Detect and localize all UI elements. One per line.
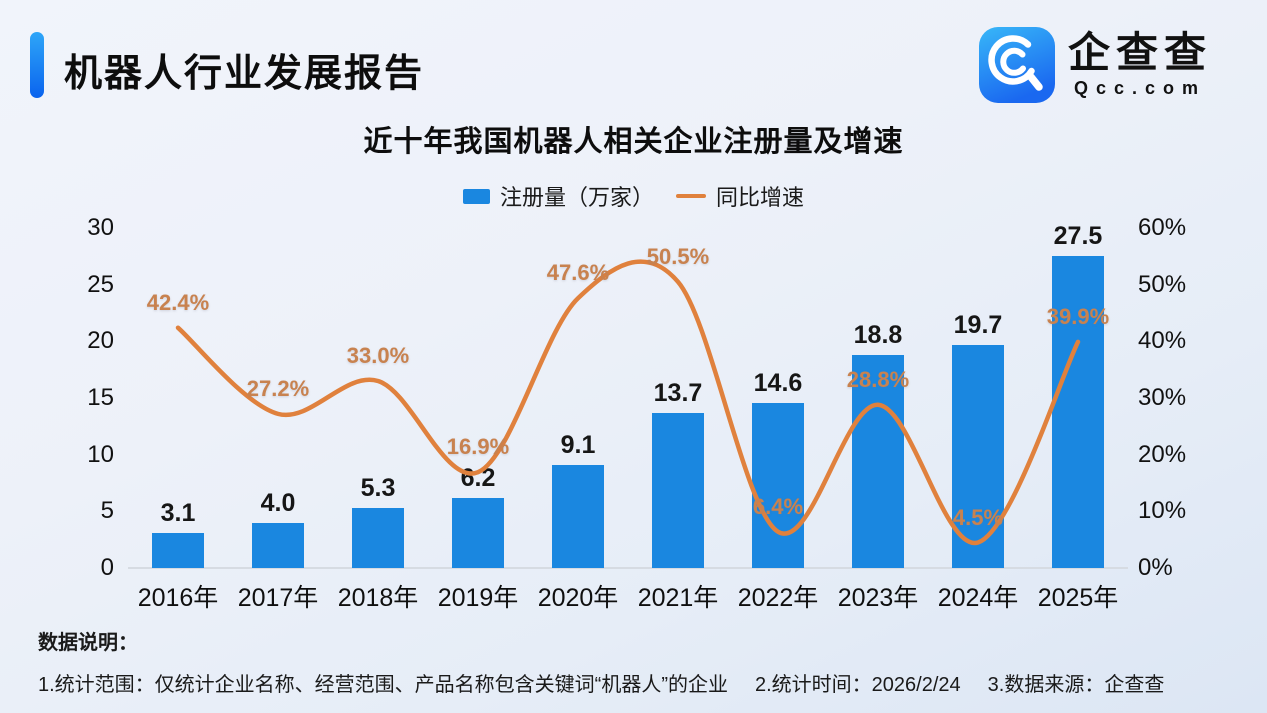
page-title: 机器人行业发展报告 xyxy=(64,53,425,95)
right-axis-tick: 10% xyxy=(1138,497,1187,525)
bar-value-label: 3.1 xyxy=(160,498,196,527)
chart-title: 近十年我国机器人相关企业注册量及增速 xyxy=(363,126,904,158)
qcc-logo-name: 企查查 xyxy=(1067,29,1212,77)
footer-note-date: 2.统计时间：2026/2/24 xyxy=(755,674,961,696)
x-axis-label: 2021年 xyxy=(637,584,719,612)
bar-2025年 xyxy=(1052,256,1104,568)
right-axis-tick: 30% xyxy=(1138,384,1187,411)
qcc-logo-icon xyxy=(978,27,1055,103)
left-axis-tick: 25 xyxy=(87,270,114,298)
line-legend-label: 同比增速 xyxy=(716,185,805,210)
left-axis-tick: 10 xyxy=(87,440,114,468)
left-axis-tick: 20 xyxy=(87,327,114,355)
bar-value-label: 18.8 xyxy=(853,320,903,349)
right-axis-tick: 40% xyxy=(1138,327,1187,355)
bar-2017年 xyxy=(252,522,304,568)
x-axis-label: 2025年 xyxy=(1037,584,1119,612)
footer-heading: 数据说明： xyxy=(38,632,138,654)
legend-item-bar: 注册量（万家） xyxy=(462,180,654,212)
bar-2018年 xyxy=(352,507,404,568)
x-axis-label: 2020年 xyxy=(537,584,619,612)
bar-2021年 xyxy=(652,412,704,568)
growth-rate-label: 47.6% xyxy=(546,260,610,286)
legend-item-line: 同比增速 xyxy=(676,180,804,212)
bar-value-label: 6.2 xyxy=(460,463,496,492)
footer-note-source: 3.数据来源：企查查 xyxy=(987,674,1165,696)
qcc-logo-domain: Qcc.com xyxy=(1073,77,1207,98)
x-axis-label: 2019年 xyxy=(437,584,519,612)
bar-2016年 xyxy=(152,532,204,568)
left-axis-tick: 0 xyxy=(100,554,114,581)
title-accent-bar xyxy=(30,32,44,98)
bar-value-label: 19.7 xyxy=(953,310,1003,339)
bar-2019年 xyxy=(452,497,504,568)
growth-rate-label: 33.0% xyxy=(346,343,410,368)
x-axis-label: 2018年 xyxy=(337,584,419,612)
growth-rate-label: 28.8% xyxy=(846,366,910,392)
right-axis-tick: 60% xyxy=(1138,214,1187,241)
bar-2022年 xyxy=(752,402,804,568)
x-axis-label: 2017年 xyxy=(237,584,319,612)
left-axis-tick: 15 xyxy=(87,384,114,411)
bar-value-label: 27.5 xyxy=(1053,222,1103,251)
growth-rate-label: 42.4% xyxy=(146,289,210,315)
growth-rate-label: 16.9% xyxy=(446,434,510,460)
growth-rate-label: 6.4% xyxy=(752,493,804,519)
growth-rate-label: 39.9% xyxy=(1046,303,1110,329)
footer-note-scope: 1.统计范围：仅统计企业名称、经营范围、产品名称包含关键词“机器人”的企业 xyxy=(38,674,728,696)
x-axis-label: 2023年 xyxy=(837,584,919,612)
bar-legend-label: 注册量（万家） xyxy=(499,185,654,210)
bar-value-label: 14.6 xyxy=(753,368,803,397)
line-legend-mark xyxy=(676,194,706,198)
right-axis-tick: 50% xyxy=(1138,270,1187,298)
bar-value-label: 5.3 xyxy=(360,473,396,502)
left-axis-tick: 30 xyxy=(87,214,114,241)
left-axis-tick: 5 xyxy=(100,497,114,525)
x-axis-label: 2024年 xyxy=(937,584,1019,612)
bar-legend-swatch xyxy=(462,188,490,204)
growth-rate-label: 4.5% xyxy=(952,504,1004,530)
bar-2023年 xyxy=(852,354,904,568)
footer-notes: 数据说明： 1.统计范围：仅统计企业名称、经营范围、产品名称包含关键词“机器人”… xyxy=(38,626,1237,697)
bar-value-label: 9.1 xyxy=(560,430,596,459)
footer-note-line: 1.统计范围：仅统计企业名称、经营范围、产品名称包含关键词“机器人”的企业 2.… xyxy=(38,668,1237,697)
qcc-logo-text: 企查查 Qcc.com xyxy=(1068,31,1212,98)
x-axis-line xyxy=(128,567,1128,569)
bar-value-label: 4.0 xyxy=(260,488,296,517)
bar-2024年 xyxy=(952,344,1004,568)
bar-2020年 xyxy=(552,464,604,568)
growth-rate-label: 27.2% xyxy=(246,375,310,401)
chart-legend: 注册量（万家） 同比增速 xyxy=(0,180,1267,212)
x-axis-label: 2022年 xyxy=(737,584,819,612)
right-axis-tick: 20% xyxy=(1138,440,1187,468)
right-axis-tick: 0% xyxy=(1138,554,1173,581)
growth-rate-label: 50.5% xyxy=(646,243,710,269)
bar-value-label: 13.7 xyxy=(653,378,703,407)
x-axis-label: 2016年 xyxy=(137,584,219,612)
qcc-logo: 企查查 Qcc.com xyxy=(978,26,1212,104)
